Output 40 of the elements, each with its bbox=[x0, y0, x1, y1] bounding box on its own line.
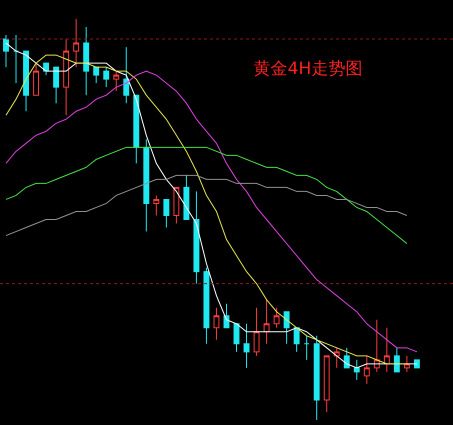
candlestick bbox=[354, 359, 360, 380]
candlestick bbox=[334, 347, 340, 368]
candlestick bbox=[63, 38, 70, 116]
candlestick bbox=[103, 66, 110, 88]
candlestick bbox=[404, 355, 410, 372]
candlestick bbox=[163, 198, 170, 228]
candlestick bbox=[254, 307, 260, 356]
candlestick bbox=[83, 26, 90, 96]
candlestick bbox=[3, 34, 9, 68]
candlestick bbox=[224, 303, 230, 328]
text: 黄金4H走势图 bbox=[254, 58, 362, 79]
candlestick bbox=[23, 50, 29, 112]
candlestick bbox=[93, 66, 100, 84]
candlestick bbox=[384, 327, 390, 372]
candlestick bbox=[123, 46, 130, 104]
candlestick bbox=[314, 335, 320, 420]
candlestick bbox=[264, 299, 270, 344]
candlestick bbox=[193, 190, 200, 284]
candlestick bbox=[53, 66, 60, 104]
candlestick bbox=[274, 307, 280, 328]
candlestick bbox=[13, 34, 19, 84]
candlestick bbox=[183, 174, 190, 220]
candlestick bbox=[214, 307, 220, 340]
candlestick bbox=[203, 267, 210, 344]
candlestick bbox=[244, 323, 250, 368]
candlestick bbox=[173, 186, 180, 224]
candlestick bbox=[414, 359, 420, 368]
candlestick bbox=[364, 355, 370, 384]
candlestick bbox=[324, 355, 330, 412]
candlestick bbox=[304, 335, 310, 360]
candlestick bbox=[374, 319, 380, 372]
candlestick bbox=[234, 323, 240, 352]
candlestick bbox=[73, 18, 80, 68]
candlestick bbox=[113, 70, 120, 92]
candlestick bbox=[294, 327, 300, 352]
candlestick bbox=[284, 311, 290, 344]
candlestick bbox=[33, 62, 40, 96]
candlestick bbox=[143, 138, 150, 232]
candlestick bbox=[153, 194, 160, 216]
candlestick bbox=[394, 347, 400, 372]
